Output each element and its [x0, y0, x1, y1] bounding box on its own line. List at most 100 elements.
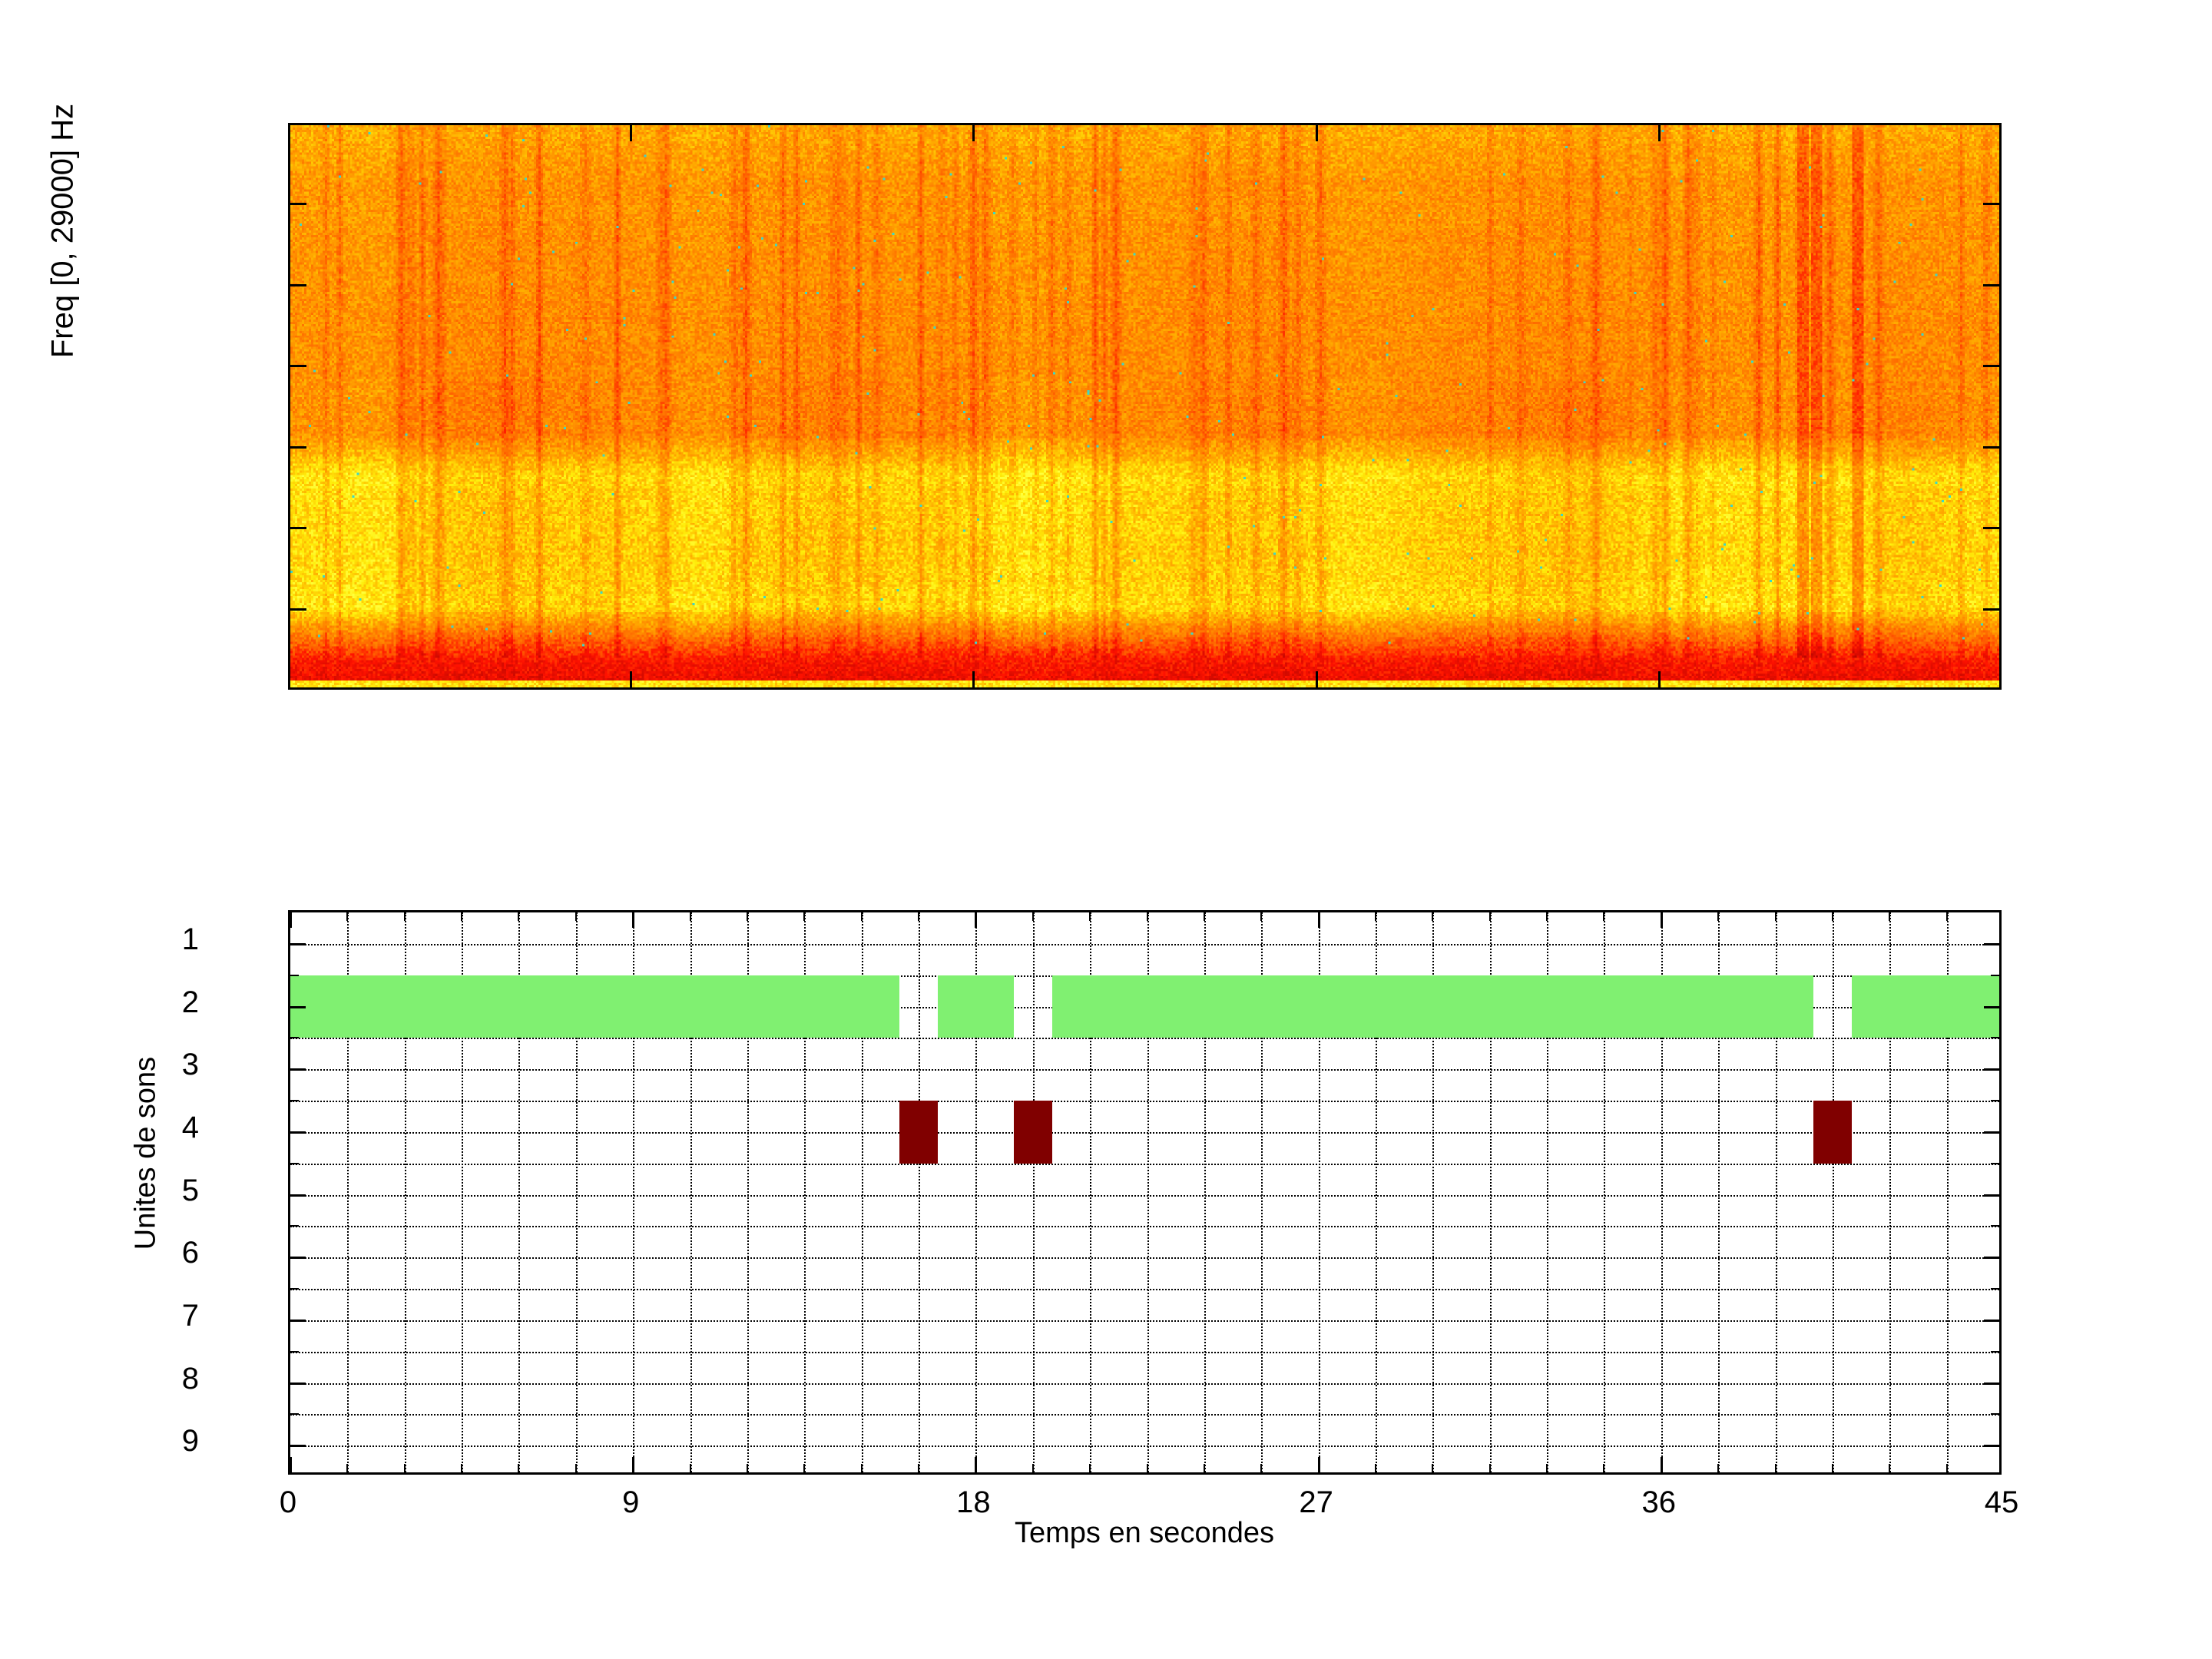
x-tick-label-9: 9 [622, 1485, 640, 1519]
unit-block-2-0 [290, 975, 900, 1038]
y-tick-7 [290, 1319, 306, 1322]
spectrogram-y-tick-left-2 [290, 283, 306, 286]
grid-vline-19.5 [1032, 912, 1035, 1472]
sound-units-panel [288, 910, 2002, 1475]
x-minortick-bottom-16.5 [918, 1464, 920, 1472]
x-minortick-bottom-13.5 [803, 1464, 806, 1472]
x-minortick-42.0 [1889, 912, 1891, 921]
grid-hline-7.5 [290, 1351, 1999, 1353]
grid-hline-4.5 [290, 1163, 1999, 1165]
y-tick-4 [290, 1131, 306, 1134]
y-tick-right-6 [1984, 1257, 1999, 1260]
x-minortick-34.5 [1603, 912, 1605, 921]
unit-block-2-1 [937, 975, 1014, 1038]
grid-vline-12.0 [747, 912, 749, 1472]
grid-vline-9.0 [633, 912, 635, 1472]
x-minortick-30.0 [1432, 912, 1434, 921]
x-tick-label-18: 18 [956, 1485, 991, 1519]
grid-vline-22.5 [1147, 912, 1149, 1472]
grid-vline-33.0 [1547, 912, 1549, 1472]
y-tick-right-3 [1984, 1068, 1999, 1071]
grid-vline-1.5 [347, 912, 349, 1472]
x-minortick-bottom-24.0 [1203, 1464, 1205, 1472]
spectrogram-y-tick-left-6 [290, 608, 306, 611]
x-minortick-3.0 [403, 912, 406, 921]
y-minortick-right-2.5 [1991, 1037, 1999, 1039]
x-minortick-bottom-37.5 [1717, 1464, 1720, 1472]
x-minortick-39.0 [1774, 912, 1777, 921]
y-minortick-right-8.5 [1991, 1413, 1999, 1416]
x-minortick-7.5 [575, 912, 577, 921]
x-minortick-16.5 [918, 912, 920, 921]
unit-block-4-2 [1813, 1101, 1852, 1164]
grid-hline-8.5 [290, 1414, 1999, 1416]
x-minortick-43.5 [1945, 912, 1948, 921]
y-tick-label-6: 6 [181, 1236, 199, 1270]
x-minortick-40.5 [1831, 912, 1833, 921]
grid-hline-9.0 [290, 1445, 1999, 1448]
y-tick-label-8: 8 [181, 1361, 199, 1396]
x-tick-18 [975, 912, 978, 928]
x-tick-0 [290, 912, 292, 928]
x-tick-label-27: 27 [1299, 1485, 1333, 1519]
y-minortick-right-5.5 [1991, 1225, 1999, 1227]
x-tick-label-0: 0 [279, 1485, 297, 1519]
x-minortick-bottom-39.0 [1774, 1464, 1777, 1472]
x-minortick-bottom-43.5 [1945, 1464, 1948, 1472]
spectrogram-y-tick-left-4 [290, 445, 306, 449]
grid-hline-3.0 [290, 1069, 1999, 1071]
y-minortick-8.5 [290, 1413, 299, 1416]
grid-hline-7.0 [290, 1320, 1999, 1322]
x-minortick-25.5 [1260, 912, 1263, 921]
grid-vline-25.5 [1261, 912, 1263, 1472]
grid-vline-28.5 [1375, 912, 1377, 1472]
y-tick-right-7 [1984, 1319, 1999, 1322]
x-minortick-31.5 [1488, 912, 1491, 921]
x-tick-36 [1660, 912, 1663, 928]
y-tick-label-9: 9 [181, 1424, 199, 1459]
grid-vline-43.5 [1946, 912, 1949, 1472]
x-minortick-bottom-15.0 [860, 1464, 863, 1472]
unit-block-2-2 [1051, 975, 1814, 1038]
x-tick-bottom-9 [632, 1457, 635, 1472]
grid-hline-8.0 [290, 1382, 1999, 1385]
x-tick-9 [632, 912, 635, 928]
x-minortick-bottom-3.0 [403, 1464, 406, 1472]
x-tick-bottom-0 [290, 1457, 292, 1472]
spectrogram-panel [288, 123, 2002, 690]
x-minortick-bottom-4.5 [461, 1464, 463, 1472]
grid-vline-7.5 [575, 912, 578, 1472]
y-tick-label-7: 7 [181, 1298, 199, 1333]
x-minortick-4.5 [461, 912, 463, 921]
grid-vline-21.0 [1090, 912, 1092, 1472]
y-minortick-1.5 [290, 974, 299, 976]
grid-vline-18.0 [975, 912, 978, 1472]
grid-vline-13.5 [804, 912, 806, 1472]
x-minortick-bottom-7.5 [575, 1464, 577, 1472]
spectrogram-x-tick-bottom-18 [972, 671, 975, 688]
y-tick-label-4: 4 [181, 1110, 199, 1144]
x-tick-bottom-27 [1317, 1457, 1320, 1472]
x-minortick-12.0 [746, 912, 748, 921]
y-tick-right-8 [1984, 1382, 1999, 1385]
x-tick-label-36: 36 [1641, 1485, 1677, 1519]
x-minortick-22.5 [1146, 912, 1148, 921]
x-minortick-bottom-22.5 [1146, 1464, 1148, 1472]
unit-x-axis-label: Temps en secondes [1015, 1517, 1274, 1549]
y-minortick-7.5 [290, 1350, 299, 1353]
spectrogram-x-tick-bottom-27 [1315, 671, 1318, 688]
spectrogram-x-tick-top-36 [1657, 124, 1661, 141]
x-minortick-bottom-21.0 [1089, 1464, 1091, 1472]
y-tick-2 [290, 1005, 306, 1008]
x-minortick-bottom-28.5 [1374, 1464, 1376, 1472]
x-minortick-bottom-31.5 [1488, 1464, 1491, 1472]
x-minortick-24.0 [1203, 912, 1205, 921]
grid-hline-6.0 [290, 1257, 1999, 1260]
spectrogram-y-tick-right-1 [1983, 203, 2000, 206]
y-tick-5 [290, 1194, 306, 1197]
y-minortick-5.5 [290, 1225, 299, 1227]
grid-vline-15.0 [861, 912, 863, 1472]
y-minortick-right-6.5 [1991, 1288, 1999, 1290]
x-minortick-bottom-33.0 [1546, 1464, 1548, 1472]
grid-vline-37.5 [1718, 912, 1720, 1472]
